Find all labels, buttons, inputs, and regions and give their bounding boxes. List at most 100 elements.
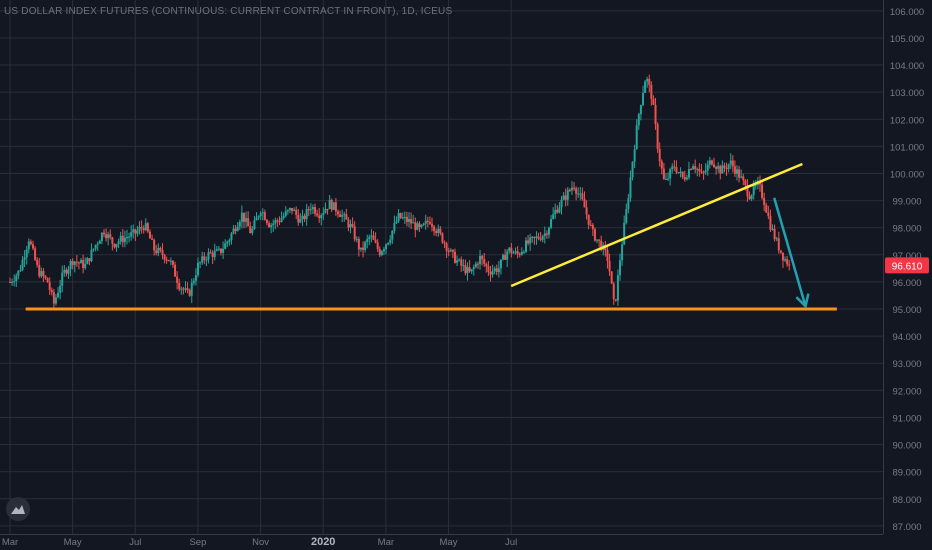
candle-body [619,260,622,276]
candle-body [752,185,755,195]
candle [357,236,360,257]
candle-body [416,223,419,230]
candle [176,271,179,290]
candle [42,268,45,282]
candle-body [472,267,475,270]
candle [211,250,214,265]
candle [387,242,390,246]
candle-body [40,271,43,277]
candle [761,179,764,200]
candle-body [29,241,32,245]
candle [648,74,651,93]
candle-body [512,252,515,254]
candle [305,203,308,226]
candle [667,172,670,182]
candle [612,281,615,305]
candle [474,261,477,269]
candle [123,230,126,248]
candle-body [522,251,525,253]
candle [186,282,189,294]
candle [491,264,494,278]
candle [366,234,369,249]
candle-body [19,269,22,271]
candle [324,202,327,214]
candle-body [485,263,488,267]
candle-body [261,212,264,214]
candle-body [69,260,72,269]
candle [88,258,91,266]
candle-body [462,265,465,267]
candle [113,243,116,249]
candle [44,275,47,280]
candle-body [717,166,720,169]
candle [247,211,250,227]
candle-body [11,281,14,283]
candle [694,159,697,174]
candle-body [510,247,513,254]
candle-body [73,261,76,265]
candle [31,240,34,251]
candle [146,221,149,234]
candle [786,256,789,267]
candle-body [376,242,379,250]
candle-body [25,249,28,258]
candle-body [520,251,523,255]
candle [169,257,172,266]
candle-body [422,223,425,225]
candle-body [550,218,553,228]
candle [479,250,482,270]
candle [408,212,411,228]
candle [646,76,649,88]
candle-body [38,264,41,277]
candle-body [408,219,411,222]
candle-body [685,177,688,180]
candle-body [533,236,536,238]
candle-body [639,105,642,115]
y-tick-label: 90.000 [892,441,921,452]
candle [9,277,11,283]
candle-body [190,283,193,296]
candle-body [723,165,726,168]
candle [727,163,730,173]
candle-body [554,209,557,215]
candle-body [547,227,550,235]
candle [98,239,101,244]
candle-body [121,235,124,243]
x-tick-label: Mar [2,537,18,548]
candle [320,213,323,226]
candle-body [529,237,532,244]
candle [675,160,678,175]
tradingview-logo-icon[interactable] [6,497,30,521]
candle [619,253,622,281]
candle [779,250,782,255]
candle-body [487,266,490,272]
candle-body [543,233,546,237]
candle-body [136,230,139,234]
candle-body [671,166,674,170]
candle-body [57,292,60,298]
candle-body [217,248,220,250]
candle [516,246,519,259]
candle-body [660,161,663,169]
candle [314,203,317,217]
candle [395,216,398,224]
candle-body [679,171,682,173]
candle [148,229,151,239]
candle-body [694,166,697,170]
candle-body [399,213,402,219]
candle [462,259,465,272]
candle [524,237,527,254]
candle [25,245,28,265]
candle-body [460,259,463,266]
candle [763,192,766,212]
candle [681,171,684,180]
candle [374,232,377,244]
candle-body [343,214,346,216]
candle-body [159,247,162,250]
candle-body [740,176,743,178]
candle-body [301,215,304,220]
candle [125,229,128,245]
candle [115,243,118,252]
